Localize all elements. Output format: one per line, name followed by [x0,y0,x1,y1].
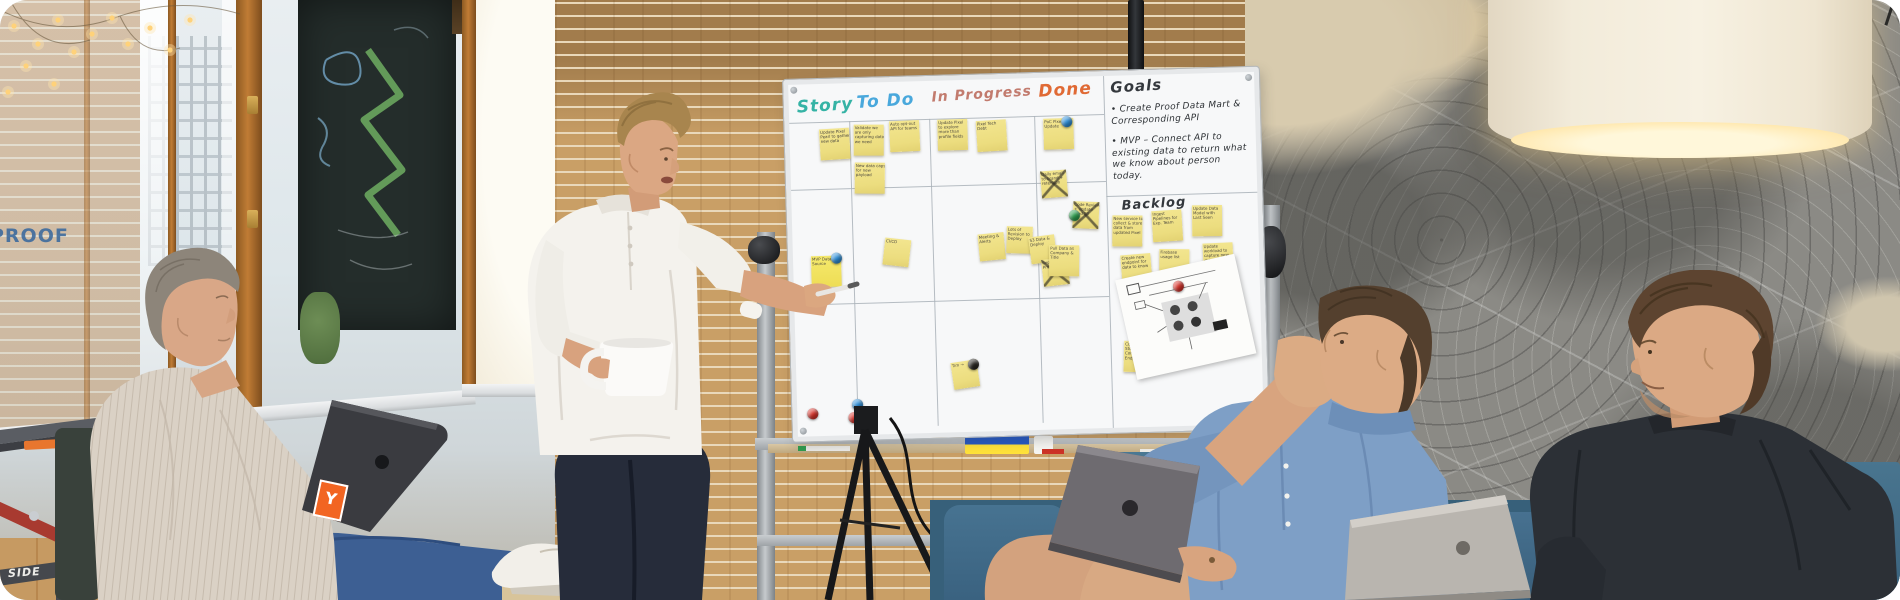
hedge-plant [300,292,340,364]
black-pipe [1128,0,1144,84]
goals-item: • MVP – Connect API to existing data to … [1111,132,1247,183]
camera-tripod [824,406,986,600]
sticky-note: Update Data Model with Last Seen [1191,205,1223,237]
ring [1209,557,1215,563]
sleeve [1530,536,1606,600]
stubble [1640,390,1690,419]
brick-reflection [0,0,140,430]
column-header-inprogress: In Progress [931,83,1033,106]
marker-pack [965,433,1029,454]
table-brand-label: SIDE [7,564,42,581]
sleeve [535,240,600,364]
sticky-note: Update Pixel to explore more than profil… [937,118,969,151]
mug-handle [579,348,607,390]
easel-left-post [757,232,775,600]
window-mullion [84,0,90,430]
sticky-note: Pull Data as Company & Title [1049,245,1080,277]
architecture-diagram-paper [1115,253,1257,380]
red-marker [1042,449,1064,454]
door-hinge [247,210,258,228]
string-lights [0,0,240,98]
open-mouth [661,176,673,184]
whiteboard-marker [798,446,850,451]
board-screw [1245,73,1253,82]
brown-hair [1318,285,1432,390]
sticky-note: CI/CD [882,237,912,268]
seated-man-dark-tee [1529,270,1898,600]
dark-tshirt [1529,412,1898,600]
window-mullion [168,0,176,450]
face [1631,286,1761,418]
sticky-note: Meeting & Alerts [977,232,1006,262]
sleeve [678,222,753,295]
sticky-note: Ingest Pipelines for Exp. Team [1151,209,1184,243]
sticky-note: New service to collect & store data from… [1112,215,1143,247]
pendant-lamp [1488,0,1872,158]
door-hinge [247,96,258,114]
section-header-goals: Goals [1109,75,1163,97]
grid-line [929,118,939,426]
proof-signage: PROOF [0,225,69,247]
apple-logo-icon [375,455,389,469]
hand [1178,546,1237,582]
column-header-done: Done [1037,78,1093,102]
glass-reflection-strip [140,0,168,440]
sticky-note: Pixel Tech Debt [975,119,1008,153]
coffee-mug [600,342,674,396]
door-frame [236,0,262,460]
collar [1328,402,1416,435]
gray-hair [145,247,240,350]
brown-hair [1628,270,1774,362]
face [619,115,678,195]
striped-shirt [90,367,338,600]
sticky-note-crossed: Daily email to brand + retention [1039,169,1069,199]
wristband [739,301,763,319]
sketch-board [298,0,456,330]
smile [1641,381,1665,390]
easel-knob [748,236,780,264]
standing-presenter [527,92,860,600]
goals-item: • Create Proof Data Mart & Corresponding… [1110,99,1241,127]
macbook-silver [1345,495,1531,600]
lamp-glow [1511,122,1849,158]
apple-logo-icon [1122,500,1138,516]
sticky-note: Auto opt-out API for teams [888,119,921,153]
door-frame [462,0,476,392]
kanban-whiteboard: Story To Do In Progress Done Goals Backl… [781,65,1270,443]
apple-logo-icon [1456,541,1470,555]
